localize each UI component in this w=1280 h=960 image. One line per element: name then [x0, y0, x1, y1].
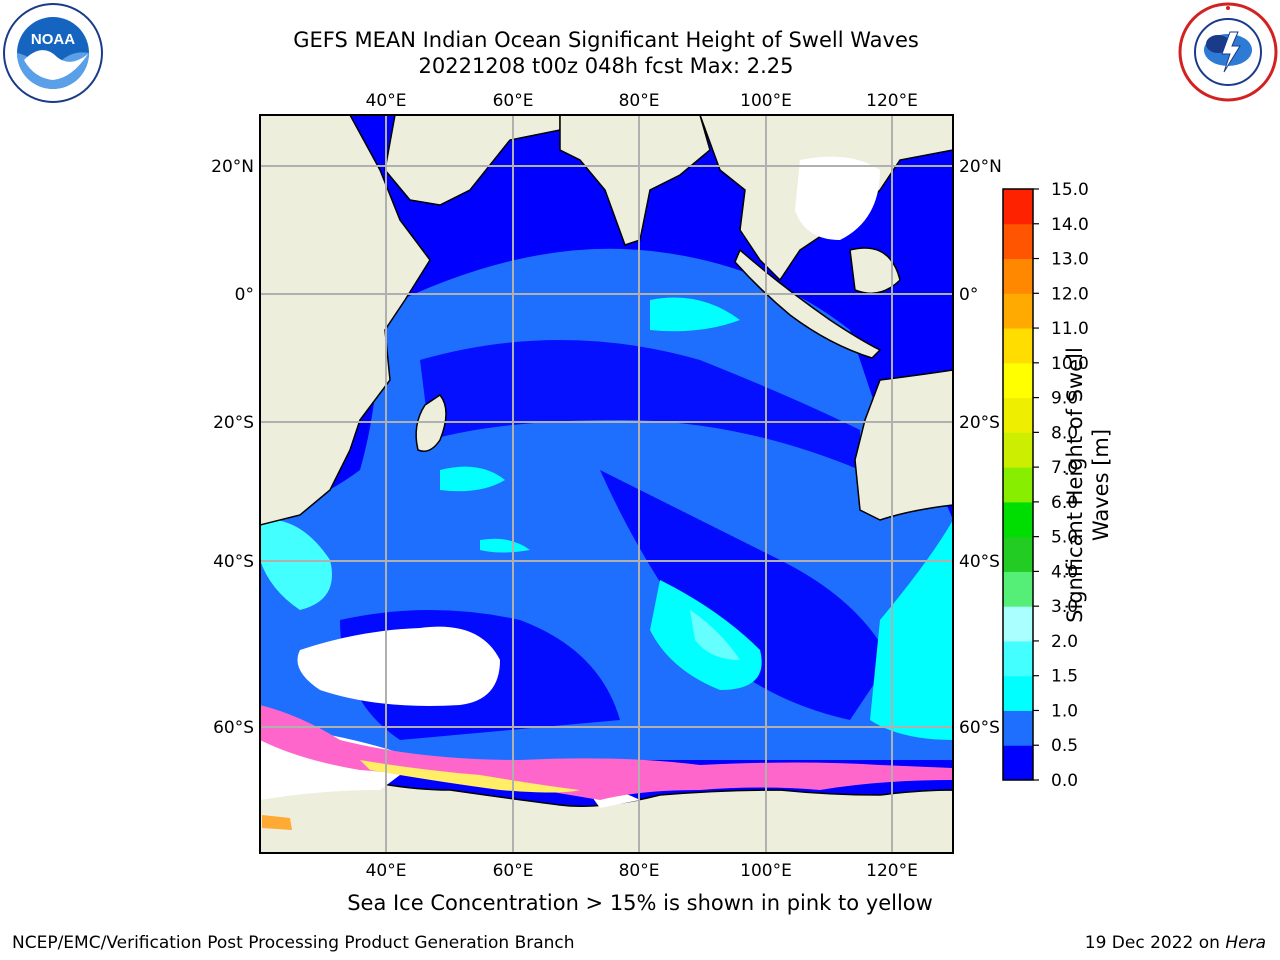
- colorbar-tick-label: 10.0: [1051, 354, 1089, 374]
- colorbar-segment: [1003, 362, 1033, 399]
- footer-machine: Hera: [1225, 933, 1266, 953]
- no-data-patch-3: [795, 156, 880, 240]
- sea-ice-note: Sea Ice Concentration > 15% is shown in …: [347, 891, 933, 915]
- swell-high-patch-6: [440, 466, 505, 492]
- colorbar-frame: [1002, 188, 1034, 781]
- lon-label-bottom: 40°E: [366, 861, 407, 881]
- lat-label-right: 20°N: [959, 157, 1002, 177]
- sea-ice-yellow: [360, 760, 580, 793]
- lat-label-right: 0°: [959, 285, 978, 305]
- land-borneo: [849, 247, 901, 295]
- colorbar-tick-label: 9.0: [1051, 389, 1078, 409]
- colorbar-tick-label: 1.0: [1051, 701, 1078, 721]
- colorbar-tick-label: 13.0: [1051, 250, 1089, 270]
- colorbar-tick-label: 11.0: [1051, 319, 1089, 339]
- colorbar-segment: [1003, 640, 1033, 677]
- colorbar-tick-label: 0.5: [1051, 736, 1078, 756]
- noaa-logo: NOAA: [3, 3, 103, 103]
- swell-high-patch-2: [690, 610, 740, 660]
- footer-credit: NCEP/EMC/Verification Post Processing Pr…: [12, 933, 575, 953]
- lon-label-bottom: 100°E: [740, 861, 792, 881]
- lat-label-left: 60°S: [213, 718, 254, 738]
- lon-label-top: 80°E: [619, 91, 660, 111]
- chart-title: GEFS MEAN Indian Ocean Significant Heigh…: [293, 28, 919, 52]
- lon-label-top: 60°E: [493, 91, 534, 111]
- no-data-patch-1: [297, 626, 500, 706]
- swell-high-patch-4: [870, 520, 953, 740]
- colorbar-segment: [1003, 675, 1033, 711]
- lat-label-left: 20°N: [211, 157, 254, 177]
- swell-high-patch-5: [260, 519, 332, 610]
- colorbar-tick-label: 1.5: [1051, 667, 1078, 687]
- colorbar-segment: [1003, 710, 1033, 746]
- lon-label-bottom: 80°E: [619, 861, 660, 881]
- colorbar-tick-label: 7.0: [1051, 458, 1078, 478]
- colorbar-segment: [1003, 328, 1033, 364]
- lat-label-left: 20°S: [213, 413, 254, 433]
- sea-ice-band: [260, 705, 953, 800]
- footer-timestamp: 19 Dec 2022 on Hera: [1085, 933, 1266, 953]
- map-frame: [259, 114, 954, 854]
- colorbar-segment: [1003, 467, 1033, 503]
- lon-label-top: 40°E: [366, 91, 407, 111]
- footer-date: 19 Dec 2022 on: [1084, 933, 1226, 953]
- lat-label-left: 0°: [235, 285, 254, 305]
- noaa-logo-text: NOAA: [31, 31, 75, 48]
- lon-label-top: 120°E: [866, 91, 918, 111]
- colorbar-segment: [1003, 293, 1033, 329]
- land-australia: [854, 369, 953, 521]
- colorbar-tick-label: 12.0: [1051, 284, 1089, 304]
- colorbar-segment: [1003, 432, 1033, 468]
- colorbar-segment: [1003, 189, 1033, 225]
- colorbar-segment: [1003, 606, 1033, 642]
- lon-label-bottom: 60°E: [493, 861, 534, 881]
- swell-high-patch-7: [480, 538, 530, 553]
- lat-label-right: 20°S: [959, 413, 1000, 433]
- colorbar-tick-label: 6.0: [1051, 493, 1078, 513]
- colorbar: 0.0 0.5 1.0 1.5 2.0 3.0 4.0 5.0 6.0 7.0 8.0 9.0 10.0…: [1002, 180, 1089, 791]
- colorbar-segment: [1003, 501, 1033, 538]
- colorbar-segment: [1003, 571, 1033, 607]
- swell-high-patch-3: [650, 297, 740, 332]
- nws-logo: [1178, 2, 1278, 102]
- colorbar-segment: [1003, 536, 1033, 572]
- colorbar-tick-label: 0.0: [1051, 771, 1078, 791]
- colorbar-title: Significant Height of Swell Waves [m]: [1063, 347, 1113, 623]
- graticule: [260, 115, 953, 853]
- colorbar-tick-label: 5.0: [1051, 528, 1078, 548]
- colorbar-tick-label: 2.0: [1051, 632, 1078, 652]
- colorbar-tick-label: 15.0: [1051, 180, 1089, 200]
- lon-label-top: 100°E: [740, 91, 792, 111]
- lat-label-right: 60°S: [959, 718, 1000, 738]
- colorbar-tick-label: 8.0: [1051, 423, 1078, 443]
- colorbar-segment: [1003, 397, 1033, 433]
- colorbar-segment: [1003, 258, 1033, 294]
- colorbar-tick-label: 3.0: [1051, 597, 1078, 617]
- sea-ice-orange: [262, 815, 292, 830]
- lat-label-left: 40°S: [213, 552, 254, 572]
- swell-low-band-south: [600, 470, 890, 720]
- colorbar-tick-label: 4.0: [1051, 562, 1078, 582]
- chart-subtitle: 20221208 t00z 048h fcst Max: 2.25: [418, 54, 794, 78]
- colorbar-segment: [1003, 223, 1033, 260]
- colorbar-segment: [1003, 745, 1033, 781]
- colorbar-tick-label: 14.0: [1051, 215, 1089, 235]
- lon-label-bottom: 120°E: [866, 861, 918, 881]
- lat-label-right: 40°S: [959, 552, 1000, 572]
